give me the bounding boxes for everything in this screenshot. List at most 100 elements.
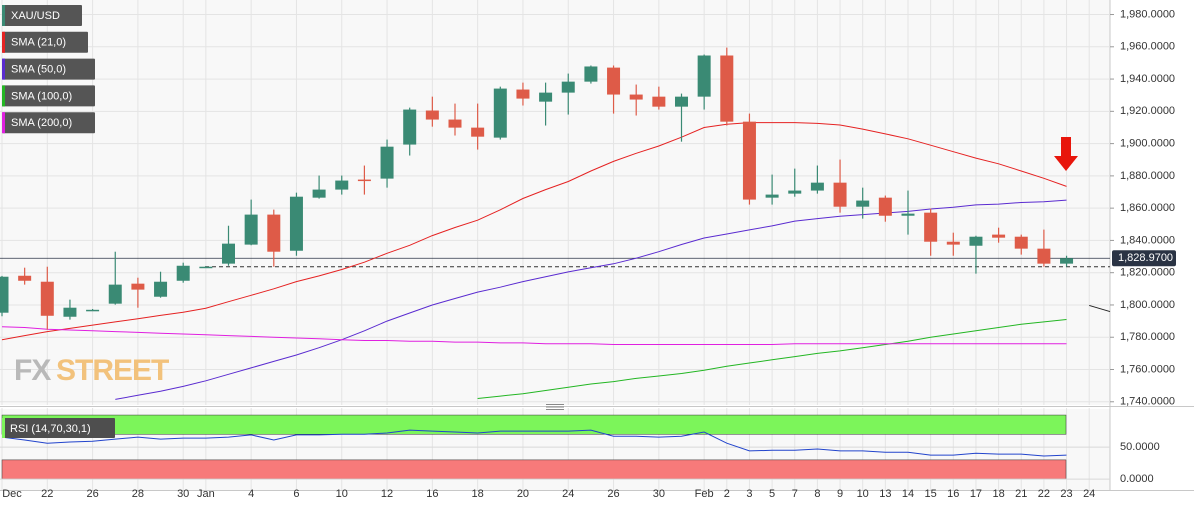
x-tick-label: 15 — [925, 488, 937, 500]
candle-body — [244, 214, 258, 245]
candle — [720, 47, 734, 126]
candle — [1060, 255, 1074, 267]
candle-body — [176, 265, 190, 281]
candle-body — [720, 55, 734, 122]
candle-body — [765, 194, 779, 198]
x-tick-label: 7 — [792, 488, 798, 500]
oversold-band — [1, 459, 1067, 480]
candle-body — [878, 197, 892, 216]
separator-handle[interactable] — [546, 404, 564, 410]
trendline-extension — [1089, 304, 1111, 313]
sma-line — [477, 319, 1067, 399]
candle-body — [471, 127, 485, 137]
y-tick-label: 1,760.0000 — [1120, 363, 1175, 375]
candle-body — [312, 189, 326, 198]
x-tick-label: 26 — [86, 488, 98, 500]
candle — [154, 271, 168, 298]
candle-body — [0, 276, 9, 313]
legend-box — [2, 58, 95, 80]
x-tick-label: 28 — [132, 488, 144, 500]
candle — [561, 73, 575, 115]
x-tick-label: 2 — [724, 488, 730, 500]
candle — [765, 174, 779, 205]
candle-body — [946, 241, 960, 245]
candle — [312, 175, 326, 199]
x-tick-label: 23 — [1060, 488, 1072, 500]
x-tick-label: 18 — [992, 488, 1004, 500]
candle — [992, 227, 1006, 243]
x-tick-label: Jan — [197, 488, 215, 500]
x-tick-label: 14 — [902, 488, 914, 500]
x-tick-label: 10 — [336, 488, 348, 500]
candle — [946, 232, 960, 256]
x-tick-label: 4 — [248, 488, 254, 500]
candle — [901, 190, 915, 235]
x-tick-label: 3 — [746, 488, 752, 500]
legend-swatch — [2, 112, 5, 134]
candle-body — [448, 119, 462, 128]
candle — [629, 84, 643, 116]
candle — [244, 199, 258, 246]
x-tick-label: 16 — [426, 488, 438, 500]
candle — [675, 93, 688, 142]
candle — [199, 266, 213, 269]
candle — [584, 65, 598, 84]
candle-body — [289, 196, 303, 251]
logo-street: STREET — [56, 354, 169, 387]
candle-body — [18, 275, 32, 281]
y-tick-label: 1,820.0000 — [1120, 267, 1175, 279]
x-tick-label: 16 — [947, 488, 959, 500]
candle — [448, 103, 462, 136]
candle — [63, 299, 77, 320]
y-tick-label: 1,940.0000 — [1120, 73, 1175, 85]
candle-body — [788, 190, 802, 194]
candle — [516, 82, 530, 106]
candle-body — [901, 213, 915, 216]
price-tag-label: 1,828.9700 — [1118, 252, 1173, 264]
candle-body — [516, 89, 530, 99]
y-tick-label: 1,840.0000 — [1120, 234, 1175, 246]
x-tick-label: 24 — [562, 488, 574, 500]
candle-body — [86, 309, 100, 312]
candle-body — [584, 66, 598, 82]
candle-body — [561, 81, 575, 93]
candle-body — [833, 182, 847, 207]
candle — [607, 65, 621, 114]
candle — [856, 187, 870, 219]
x-tick-label: 30 — [177, 488, 189, 500]
candle-body — [1014, 236, 1028, 249]
rsi-legend: RSI (14,70,30,1) — [2, 418, 115, 438]
candle — [788, 168, 802, 197]
candle — [833, 159, 847, 213]
x-tick-label: 17 — [970, 488, 982, 500]
candle — [131, 277, 145, 308]
legend-box — [2, 31, 88, 53]
legend-label: XAU/USD — [11, 10, 60, 22]
candle-body — [1060, 258, 1074, 264]
x-tick-label: 24 — [1083, 488, 1095, 500]
x-tick-label: 22 — [1038, 488, 1050, 500]
x-tick-label: 13 — [879, 488, 891, 500]
candle — [969, 235, 983, 274]
x-tick-label: 22 — [41, 488, 53, 500]
x-tick-label: 12 — [381, 488, 393, 500]
sma-line — [1, 326, 1067, 345]
candle — [108, 251, 122, 305]
candle — [810, 165, 824, 194]
x-tick-label: 5 — [769, 488, 775, 500]
candle — [40, 266, 54, 330]
legend-swatch — [2, 85, 5, 107]
candle-body — [267, 214, 281, 252]
candle-body — [697, 55, 711, 97]
y-tick-label: 1,800.0000 — [1120, 299, 1175, 311]
candle-body — [969, 236, 983, 246]
candle — [425, 96, 439, 127]
rsi-line — [1, 429, 1067, 457]
y-tick-label: 1,880.0000 — [1120, 170, 1175, 182]
legend-box — [2, 5, 82, 26]
candle — [742, 113, 756, 205]
legend: XAU/USD SMA (21,0) SMA (50,0) SMA (100,0) SM… — [2, 5, 95, 134]
y-tick-label: 1,740.0000 — [1120, 396, 1175, 408]
y-tick-label: 1,860.0000 — [1120, 202, 1175, 214]
